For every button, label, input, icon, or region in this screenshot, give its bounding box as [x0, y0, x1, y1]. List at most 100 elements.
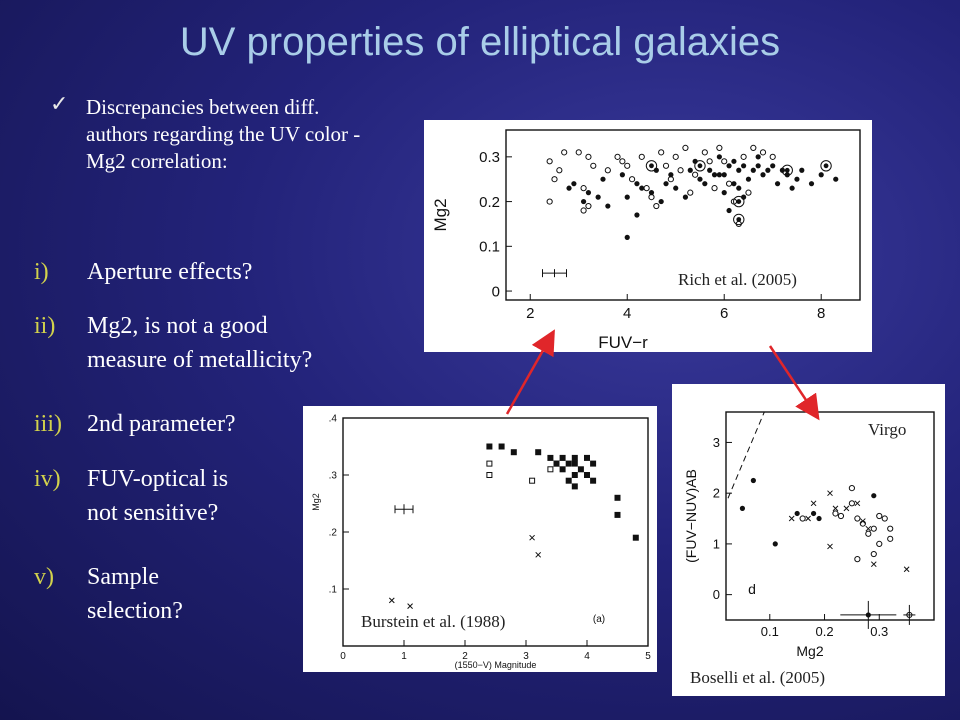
data-point [561, 149, 568, 156]
data-point [697, 163, 703, 169]
data-point [854, 500, 861, 507]
data-point [619, 172, 625, 178]
x-tick-label: 6 [720, 305, 728, 322]
data-point [649, 163, 654, 169]
data-point-ring [781, 164, 793, 176]
list-text: not sensitive? [87, 500, 219, 526]
data-point [590, 477, 597, 484]
data-point [498, 443, 505, 450]
data-point [769, 153, 776, 160]
data-point [799, 167, 805, 173]
data-point [571, 472, 578, 478]
x-tick-label: 2 [462, 651, 468, 662]
data-point [624, 234, 630, 240]
data-point [740, 153, 747, 160]
data-point [590, 460, 597, 467]
x-tick-label: 1 [401, 651, 407, 662]
plot-frame [505, 129, 861, 301]
y-tick-label: 1 [713, 536, 720, 551]
data-point [673, 185, 679, 191]
data-point [770, 163, 776, 169]
panel-label: (a) [593, 614, 605, 625]
data-point [848, 500, 855, 507]
data-point [486, 443, 493, 450]
data-point [571, 454, 578, 461]
data-point [565, 477, 572, 484]
virgo-annotation: Virgo [868, 420, 907, 439]
data-point [662, 162, 670, 169]
list-number: i) [34, 259, 49, 285]
data-point [745, 176, 752, 182]
data-point [837, 512, 845, 520]
data-point [585, 190, 592, 196]
data-point [546, 158, 553, 165]
data-point [682, 194, 689, 200]
data-point [750, 144, 757, 151]
data-point [887, 525, 894, 532]
data-point [643, 185, 650, 192]
x-tick-label: 0.3 [870, 624, 888, 639]
data-point [632, 534, 639, 541]
y-tick-label: .2 [329, 528, 338, 539]
data-point-ring [733, 213, 745, 226]
data-point [580, 207, 587, 214]
data-point [843, 505, 850, 512]
data-point [726, 163, 732, 169]
x-tick-label: 3 [523, 651, 529, 662]
x-tick-label: 0 [340, 651, 346, 662]
data-point [486, 472, 493, 478]
list-number: ii) [34, 313, 56, 339]
data-point [614, 153, 621, 160]
data-point [624, 162, 631, 169]
data-point [571, 181, 577, 187]
y-tick-label: 3 [713, 435, 720, 450]
chart-caption: Boselli et al. (2005) [690, 668, 826, 688]
data-point [634, 181, 640, 187]
data-point [726, 207, 732, 214]
data-point [810, 500, 817, 507]
data-point [687, 189, 694, 196]
data-point [566, 185, 572, 191]
list-text: Sample [87, 564, 159, 590]
list-number: iii) [34, 411, 62, 437]
data-point [865, 525, 872, 532]
data-point [584, 454, 590, 461]
data-point [648, 194, 655, 201]
data-point [881, 515, 888, 522]
data-point [546, 198, 553, 205]
error-bar-point [906, 611, 913, 619]
data-point [827, 490, 833, 497]
data-point [577, 466, 584, 473]
x-tick-label: 0.1 [761, 624, 779, 639]
plot-frame [725, 411, 935, 621]
data-point [774, 181, 781, 187]
data-point [736, 199, 742, 204]
list-number: iv) [34, 466, 61, 492]
data-point [876, 540, 883, 548]
data-point [818, 172, 824, 178]
data-point [750, 477, 756, 484]
data-point [486, 460, 493, 467]
data-point [619, 158, 626, 165]
data-point [702, 181, 708, 187]
data-point [682, 144, 689, 151]
x-axis-label: FUV−r [598, 333, 648, 352]
data-point [721, 172, 727, 178]
burstein-chart-panel: 0 1 2 3 4 5 .1 .2 .3 .4 (1550−V) Magnitude Mg2 (a) B… [303, 406, 657, 672]
data-point [663, 181, 669, 187]
data-point [547, 466, 554, 473]
data-point [854, 515, 861, 522]
data-point [784, 167, 790, 173]
list-text: 2nd parameter? [87, 411, 236, 437]
data-point [865, 530, 872, 537]
data-point [716, 154, 722, 160]
burstein-scatter-plot: 0 1 2 3 4 5 .1 .2 .3 .4 (1550−V) Magnitude Mg2 (a) [311, 414, 651, 671]
data-point [755, 154, 761, 160]
data-point [614, 494, 621, 501]
y-tick-label: .4 [329, 414, 338, 425]
data-point [590, 162, 597, 169]
data-point [823, 163, 829, 169]
x-tick-label: 0.2 [815, 624, 833, 639]
x-tick-label: 4 [623, 305, 631, 322]
data-point [887, 535, 894, 542]
